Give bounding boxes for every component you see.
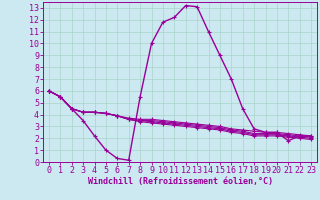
- X-axis label: Windchill (Refroidissement éolien,°C): Windchill (Refroidissement éolien,°C): [87, 177, 273, 186]
